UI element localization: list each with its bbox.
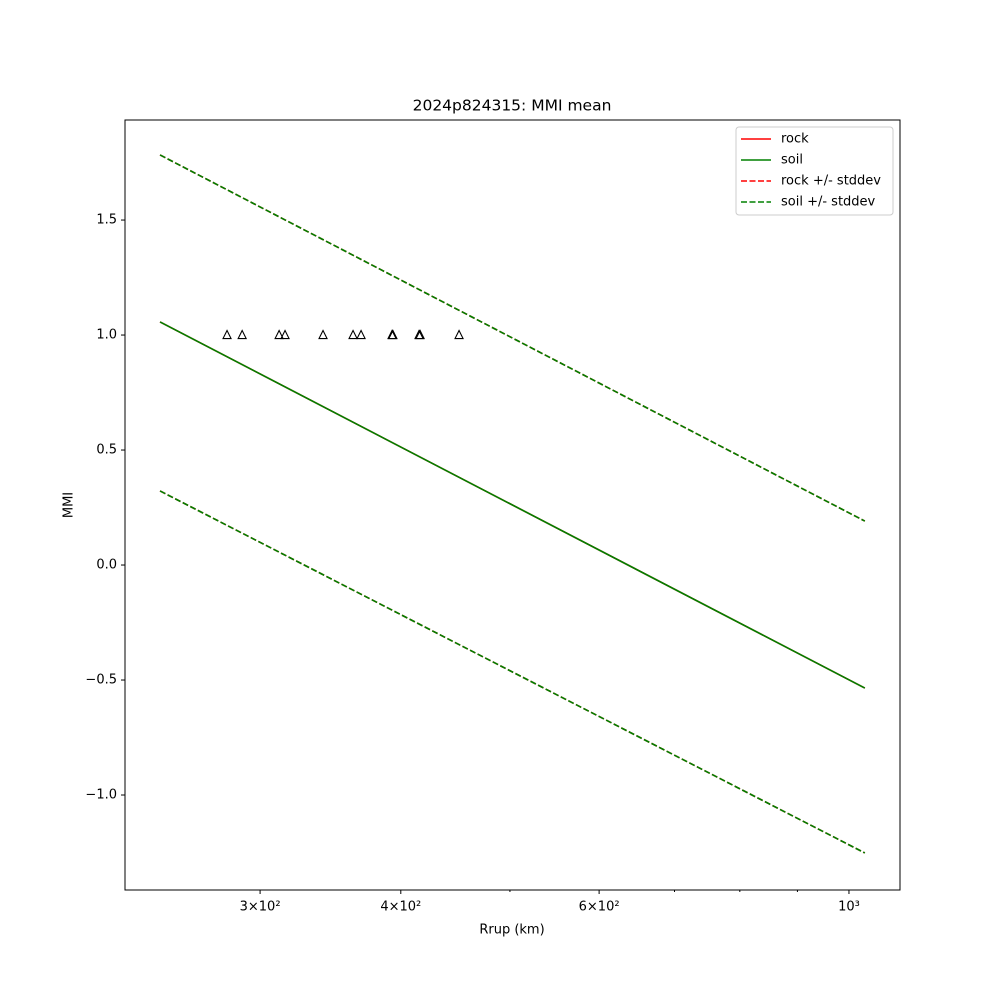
observation-marker — [274, 329, 285, 340]
y-axis-label: MMI — [62, 492, 77, 518]
y-tick-label: 0.5 — [96, 443, 117, 458]
observation-marker — [415, 329, 425, 340]
observation-marker — [237, 329, 248, 340]
observation-marker — [222, 329, 232, 340]
observation-marker — [454, 329, 464, 340]
legend-label: rock +/- stddev — [781, 174, 881, 189]
series-line — [159, 490, 866, 854]
y-tick-label: −0.5 — [85, 673, 117, 688]
observation-marker — [348, 329, 358, 340]
legend-box — [735, 126, 894, 216]
series-line — [159, 154, 866, 522]
observation-marker — [280, 329, 290, 340]
x-tick-label: 10³ — [838, 900, 860, 915]
legend-label: soil — [781, 153, 803, 168]
x-axis-label: Rrup (km) — [479, 923, 544, 938]
chart-title: 2024p824315: MMI mean — [413, 97, 612, 115]
observation-marker — [318, 329, 328, 340]
x-tick-label: 3×10² — [240, 900, 281, 915]
legend-label: rock — [781, 132, 809, 147]
observation-marker — [388, 329, 398, 340]
series-line — [159, 321, 866, 689]
legend-label: soil +/- stddev — [781, 195, 876, 210]
y-tick-label: 1.0 — [96, 328, 117, 343]
observation-marker — [356, 329, 366, 340]
x-tick-label: 6×10² — [579, 900, 620, 915]
y-tick-label: 1.5 — [96, 213, 117, 228]
x-tick-label: 4×10² — [380, 900, 421, 915]
plot-frame — [124, 119, 901, 891]
y-tick-label: −1.0 — [85, 788, 117, 803]
y-tick-label: 0.0 — [96, 558, 117, 573]
